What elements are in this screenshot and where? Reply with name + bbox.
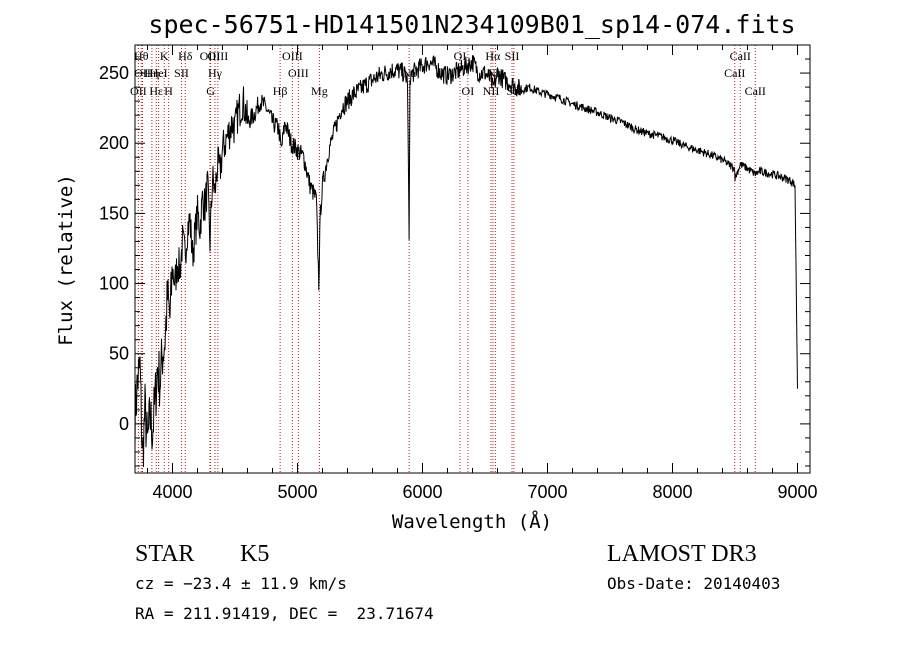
y-tick-label-0: 0 bbox=[119, 414, 129, 434]
line-label-19: OI bbox=[454, 49, 467, 63]
x-axis-label: Wavelength (Å) bbox=[392, 510, 552, 533]
x-tick-label-1: 5000 bbox=[277, 482, 317, 502]
x-tick-label-4: 8000 bbox=[652, 482, 692, 502]
chart-title: spec-56751-HD141501N234109B01_sp14-074.f… bbox=[148, 10, 795, 39]
redshift-cz: cz = −23.4 ± 11.9 km/s bbox=[135, 574, 347, 593]
observation-date: Obs-Date: 20140403 bbox=[607, 574, 780, 593]
line-label-14: Hβ bbox=[273, 84, 288, 98]
y-tick-label-2: 100 bbox=[99, 274, 129, 294]
object-class: STAR bbox=[135, 541, 194, 567]
y-tick-label-3: 150 bbox=[99, 203, 129, 223]
x-tick-label-2: 6000 bbox=[402, 482, 442, 502]
line-label-21: NII bbox=[483, 84, 500, 98]
line-label-26: CaII bbox=[724, 66, 745, 80]
survey-name: LAMOST DR3 bbox=[607, 541, 757, 567]
line-label-12: Hγ bbox=[208, 66, 223, 80]
y-axis-ticks: 0 50 100 150 200 250 bbox=[99, 58, 810, 467]
coordinates: RA = 211.91419, DEC = 23.71674 bbox=[135, 604, 434, 623]
line-label-3: Hη bbox=[144, 66, 159, 80]
y-tick-label-1: 50 bbox=[109, 344, 129, 364]
line-label-11: G bbox=[206, 84, 215, 98]
spectral-line-markers bbox=[137, 45, 756, 473]
object-subclass: K5 bbox=[240, 541, 269, 567]
line-label-28: CaII bbox=[745, 84, 766, 98]
line-label-0: OII bbox=[130, 84, 147, 98]
line-label-17: Mg bbox=[311, 84, 328, 98]
x-axis-ticks: 4000 5000 6000 7000 8000 9000 bbox=[147, 45, 818, 502]
spectrum-line bbox=[134, 54, 798, 467]
line-label-4: Hε bbox=[149, 84, 163, 98]
line-label-1: Hθ bbox=[134, 49, 149, 63]
line-label-22: Hα bbox=[485, 49, 501, 63]
line-label-5: HeI bbox=[150, 66, 168, 80]
line-label-13: OIII bbox=[208, 49, 229, 63]
line-label-9: Hδ bbox=[178, 49, 193, 63]
y-axis-label: Flux (relative) bbox=[55, 174, 77, 346]
y-tick-label-5: 250 bbox=[99, 63, 129, 83]
y-tick-label-4: 200 bbox=[99, 133, 129, 153]
x-tick-label-3: 7000 bbox=[527, 482, 567, 502]
x-tick-label-5: 9000 bbox=[777, 482, 817, 502]
line-label-16: OIII bbox=[288, 66, 309, 80]
x-tick-label-0: 4000 bbox=[152, 482, 192, 502]
line-label-15: OIII bbox=[282, 49, 303, 63]
line-label-20: OI bbox=[462, 84, 475, 98]
line-label-27: CaII bbox=[730, 49, 751, 63]
line-label-6: K bbox=[160, 49, 169, 63]
line-label-8: SII bbox=[174, 66, 189, 80]
line-label-10: OIII bbox=[200, 49, 221, 63]
line-label-7: H bbox=[164, 84, 173, 98]
line-label-24: SII bbox=[505, 49, 520, 63]
